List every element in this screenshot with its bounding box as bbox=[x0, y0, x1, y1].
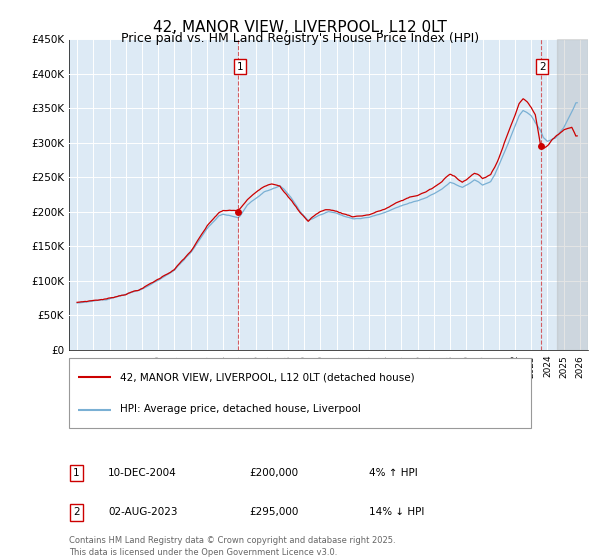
Text: HPI: Average price, detached house, Liverpool: HPI: Average price, detached house, Live… bbox=[120, 404, 361, 414]
Text: 4% ↑ HPI: 4% ↑ HPI bbox=[369, 468, 418, 478]
Bar bbox=[557, 39, 588, 350]
Text: 1: 1 bbox=[73, 468, 80, 478]
Text: 02-AUG-2023: 02-AUG-2023 bbox=[108, 507, 178, 517]
Text: 2: 2 bbox=[539, 62, 545, 72]
Text: £200,000: £200,000 bbox=[249, 468, 298, 478]
Text: 14% ↓ HPI: 14% ↓ HPI bbox=[369, 507, 424, 517]
Text: 2: 2 bbox=[73, 507, 80, 517]
Text: 10-DEC-2004: 10-DEC-2004 bbox=[108, 468, 177, 478]
Text: Price paid vs. HM Land Registry's House Price Index (HPI): Price paid vs. HM Land Registry's House … bbox=[121, 32, 479, 45]
Text: 42, MANOR VIEW, LIVERPOOL, L12 0LT (detached house): 42, MANOR VIEW, LIVERPOOL, L12 0LT (deta… bbox=[120, 372, 415, 382]
Text: 42, MANOR VIEW, LIVERPOOL, L12 0LT: 42, MANOR VIEW, LIVERPOOL, L12 0LT bbox=[153, 20, 447, 35]
Text: £295,000: £295,000 bbox=[249, 507, 298, 517]
Text: 1: 1 bbox=[237, 62, 244, 72]
Text: Contains HM Land Registry data © Crown copyright and database right 2025.
This d: Contains HM Land Registry data © Crown c… bbox=[69, 536, 395, 557]
